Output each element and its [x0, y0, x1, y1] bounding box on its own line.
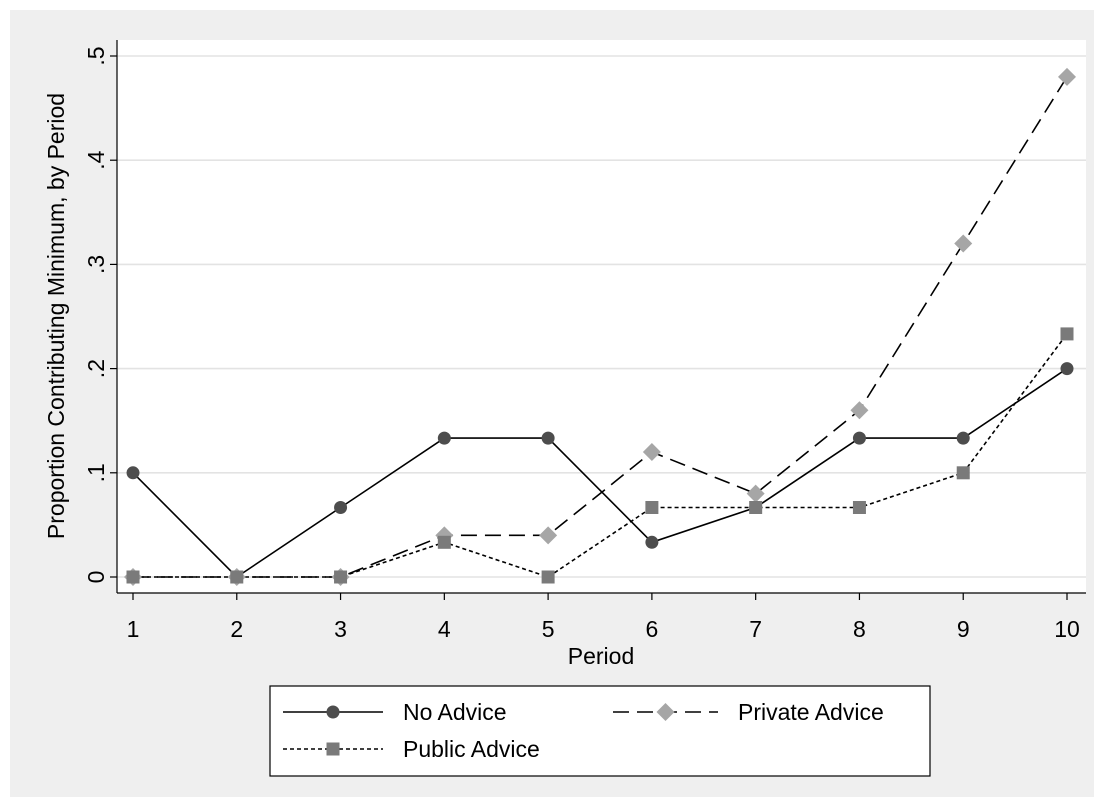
data-point-no-advice: [852, 431, 866, 445]
y-tick-label: .3: [83, 255, 109, 274]
data-point-public-advice: [126, 570, 140, 584]
x-tick-label: 9: [957, 616, 970, 642]
data-point-private-advice: [850, 401, 869, 420]
series-line-no-advice: [132, 367, 1068, 579]
axes: 0 .1 .2 .3 .4 .5 1 2 3 4 5 6 7 8 9 10: [83, 40, 1086, 642]
x-tick-label: 3: [334, 616, 347, 642]
data-point-no-advice: [334, 500, 348, 514]
legend-label-public-advice: Public Advice: [403, 736, 540, 762]
legend-marker-public-advice: [326, 742, 340, 756]
data-point-no-advice: [645, 535, 659, 549]
data-point-private-advice: [539, 526, 558, 545]
data-point-public-advice: [334, 570, 348, 584]
data-point-no-advice: [1060, 362, 1074, 376]
x-tick-label: 4: [438, 616, 451, 642]
legend: No Advice Private Advice Public Advice: [269, 685, 931, 777]
x-tick-label: 5: [542, 616, 555, 642]
y-tick-label: 0: [83, 571, 109, 584]
data-point-public-advice: [230, 570, 244, 584]
legend-label-private-advice: Private Advice: [738, 699, 884, 725]
x-tick-label: 1: [127, 616, 140, 642]
x-tick-label: 10: [1054, 616, 1080, 642]
y-tick-label: .4: [83, 150, 109, 169]
x-tick-label: 2: [230, 616, 243, 642]
legend-marker-no-advice: [326, 705, 340, 719]
y-tick-label: .1: [83, 463, 109, 482]
data-point-public-advice: [749, 500, 763, 514]
y-axis-label: Proportion Contributing Minimum, by Peri…: [43, 93, 69, 539]
data-point-private-advice: [746, 484, 765, 503]
data-point-public-advice: [956, 466, 970, 480]
y-tick-label: .5: [83, 46, 109, 65]
series-layer: [124, 67, 1076, 586]
data-point-no-advice: [541, 431, 555, 445]
data-point-private-advice: [642, 442, 661, 461]
x-tick-label: 6: [645, 616, 658, 642]
data-point-public-advice: [437, 535, 451, 549]
data-point-private-advice: [954, 234, 973, 253]
x-tick-label: 7: [749, 616, 762, 642]
data-point-no-advice: [126, 466, 140, 480]
data-point-no-advice: [437, 431, 451, 445]
data-point-public-advice: [645, 500, 659, 514]
legend-label-no-advice: No Advice: [403, 699, 507, 725]
data-point-no-advice: [956, 431, 970, 445]
legend-box: [269, 685, 931, 777]
series-line-public-advice: [133, 333, 1068, 578]
x-tick-label: 8: [853, 616, 866, 642]
data-point-private-advice: [1058, 67, 1076, 86]
plot-area: [117, 40, 1086, 593]
data-point-public-advice: [852, 500, 866, 514]
data-point-public-advice: [541, 570, 555, 584]
x-axis-label: Period: [568, 643, 634, 669]
data-point-public-advice: [1060, 327, 1074, 341]
legend-marker-private-advice: [656, 703, 675, 721]
y-tick-label: .2: [83, 359, 109, 378]
